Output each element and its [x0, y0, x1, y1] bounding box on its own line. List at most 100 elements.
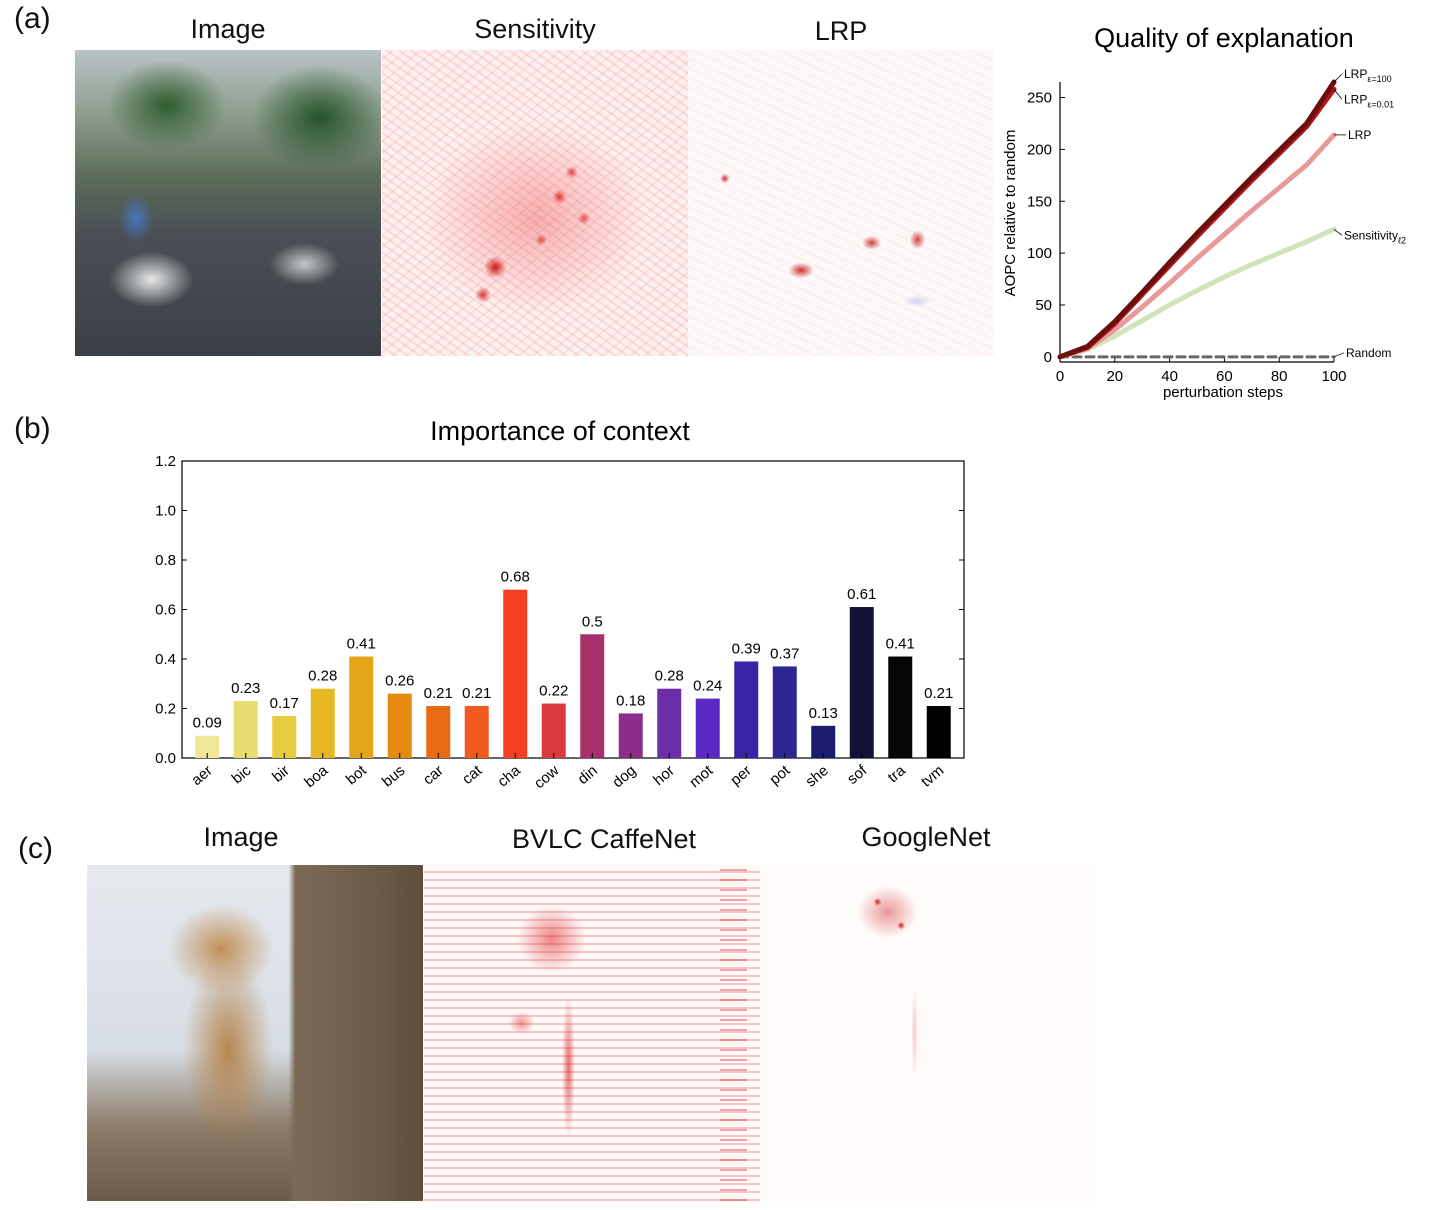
bar-per [734, 661, 759, 758]
line-series-2 [1057, 132, 1337, 360]
panel-label-a: (a) [14, 2, 51, 35]
line-chart-title: Quality of explanation [1094, 23, 1354, 53]
bar-cha [503, 589, 528, 758]
bar-chart-y-tick-label: 0.2 [155, 701, 176, 718]
bar-car [426, 706, 451, 758]
bar-category-label-bus: bus [379, 762, 408, 791]
line-series-3 [1057, 226, 1337, 360]
caffenet-stripe-artifacts [719, 865, 747, 1201]
line-chart-x-tick-label: 60 [1216, 368, 1233, 385]
line-chart-x-tick-label: 100 [1321, 368, 1346, 385]
bar-value-label-tra: 0.41 [886, 636, 915, 653]
bar-value-label-din: 0.5 [582, 613, 603, 630]
bar-bus [387, 693, 412, 758]
bar-value-label-boa: 0.28 [308, 668, 337, 685]
caffenet-heatmap [424, 865, 760, 1201]
googlenet-heatmap [760, 865, 1096, 1201]
bar-mot [695, 698, 720, 758]
line-chart-y-tick-label: 0 [1044, 349, 1052, 366]
bar-value-label-dog: 0.18 [616, 692, 645, 709]
bar-category-label-aer: aer [188, 762, 216, 789]
series-label-4: Random [1346, 346, 1391, 360]
bar-chart-axes: 0.0 0.2 0.4 0.6 0.8 1.0 1.2 [155, 453, 965, 767]
bar-hor [657, 688, 682, 758]
bar-chart-y-tick-label: 0.4 [155, 651, 176, 668]
line-chart-y-tick-label: 250 [1027, 90, 1052, 107]
lrp-heatmap [688, 50, 994, 356]
panel-label-b: (b) [14, 412, 51, 445]
bar-cow [541, 703, 566, 758]
bar-boa [310, 688, 335, 758]
bar-bir [272, 715, 297, 758]
bar-tra [888, 656, 913, 758]
bar-chart-y-tick-label: 0.8 [155, 552, 176, 569]
bar-value-label-mot: 0.24 [693, 678, 722, 695]
line-chart-x-tick-label: 20 [1106, 368, 1123, 385]
tile-title-sensitivity: Sensitivity [474, 14, 596, 44]
tile-title-caffenet: BVLC CaffeNet [511, 824, 697, 854]
line-chart-y-tick-label: 50 [1035, 297, 1052, 314]
bar-she [811, 725, 836, 758]
bar-category-label-cow: cow [531, 762, 562, 792]
bar-category-label-bot: bot [343, 762, 371, 789]
bar-chart-y-tick-label: 1.2 [155, 453, 176, 470]
line-chart-ylabel: AOPC relative to random [1002, 130, 1019, 297]
bar-value-label-cow: 0.22 [539, 683, 568, 700]
line-series-0 [1057, 79, 1337, 360]
bar-chart-bars: 0.09 aer 0.23 bic 0.17 bir 0.28 boa 0.41 bot 0.26 b… [188, 569, 953, 793]
bar-value-label-tvm: 0.21 [924, 685, 953, 702]
line-chart-x-tick-label: 40 [1161, 368, 1178, 385]
bar-category-label-mot: mot [686, 762, 717, 792]
tile-title-image-c: Image [203, 822, 279, 852]
bar-category-label-dog: dog [609, 762, 639, 791]
bar-category-label-cha: cha [494, 762, 524, 791]
bar-category-label-bic: bic [229, 762, 255, 788]
bar-category-label-din: din [575, 762, 601, 788]
series-label-leader [1333, 228, 1343, 236]
bar-chart-frame [181, 460, 965, 759]
series-label-leader [1333, 89, 1343, 100]
line-chart-axes: 0 20 40 60 80 100 0 50 100 150 200 250 [1027, 82, 1347, 385]
series-label-1: LRPε=0.01 [1344, 92, 1394, 109]
bar-category-label-sof: sof [844, 762, 871, 788]
series-label-subscript-3: ℓ2 [1398, 235, 1406, 245]
bar-chart-y-tick-label: 0.6 [155, 602, 176, 619]
bar-value-label-car: 0.21 [424, 685, 453, 702]
bar-dog [618, 713, 643, 758]
bar-bic [233, 701, 258, 758]
bar-tvm [926, 706, 951, 758]
bar-category-label-bir: bir [269, 762, 293, 786]
bar-aer [195, 735, 220, 758]
bar-category-label-hor: hor [650, 762, 678, 789]
bar-chart-y-tick-label: 1.0 [155, 503, 176, 520]
bar-pot [772, 666, 797, 758]
bar-value-label-bic: 0.23 [231, 680, 260, 697]
line-chart-xlabel: perturbation steps [1163, 384, 1283, 401]
tile-title-googlenet: GoogleNet [861, 822, 991, 852]
bar-category-label-cat: cat [459, 762, 486, 788]
series-label-subscript-1: ε=0.01 [1367, 99, 1394, 109]
bar-category-label-boa: boa [301, 762, 332, 792]
line-chart-quality: Quality of explanation 0 20 40 60 80 100 0 50 10… [1002, 23, 1406, 401]
bar-value-label-sof: 0.61 [847, 586, 876, 603]
line-chart-x-tick-label: 0 [1056, 368, 1064, 385]
line-chart-series [1057, 79, 1337, 360]
bar-value-label-aer: 0.09 [193, 715, 222, 732]
line-chart-y-tick-label: 150 [1027, 193, 1052, 210]
series-label-0: LRPε=100 [1344, 67, 1392, 84]
bar-category-label-she: she [802, 762, 831, 791]
bar-sof [849, 607, 874, 758]
bar-value-label-bus: 0.26 [385, 673, 414, 690]
bar-category-label-tvm: tvm [918, 762, 947, 791]
line-chart-series-labels: LRPε=100 LRPε=0.01 LRP Sensitivityℓ2 Random [1333, 67, 1406, 360]
lion-photo [87, 865, 423, 1201]
bar-cat [464, 706, 489, 758]
bar-value-label-bir: 0.17 [270, 695, 299, 712]
series-label-leader [1333, 352, 1345, 358]
bar-value-label-cat: 0.21 [462, 685, 491, 702]
bar-category-label-car: car [420, 762, 447, 788]
bar-chart-title: Importance of context [430, 416, 690, 446]
bar-value-label-pot: 0.37 [770, 645, 799, 662]
bar-chart-y-tick-label: 0.0 [155, 750, 176, 767]
bar-bot [349, 656, 374, 758]
